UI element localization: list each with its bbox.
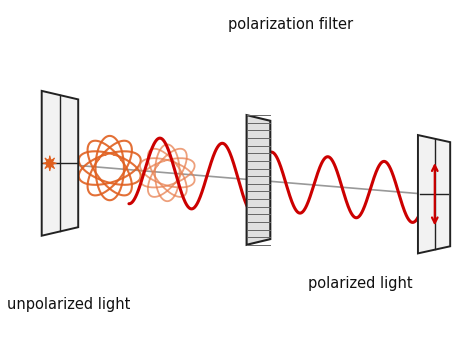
Polygon shape [42, 91, 78, 236]
Text: polarized light: polarized light [308, 276, 413, 291]
Text: unpolarized light: unpolarized light [7, 297, 130, 312]
Text: polarization filter: polarization filter [228, 17, 353, 32]
Polygon shape [246, 115, 270, 245]
Polygon shape [418, 135, 450, 253]
